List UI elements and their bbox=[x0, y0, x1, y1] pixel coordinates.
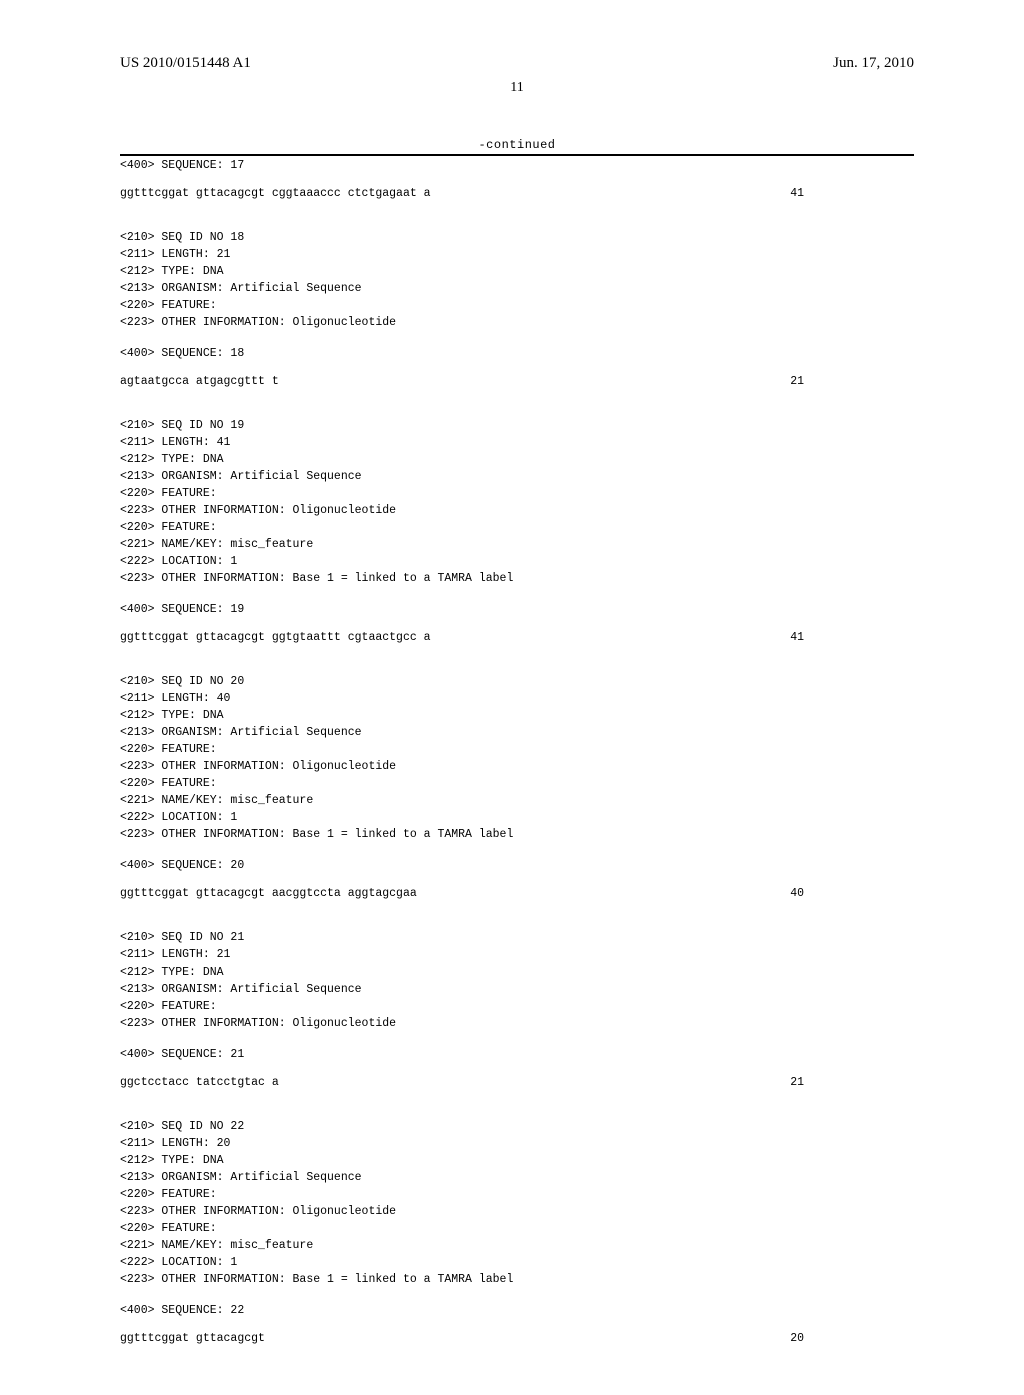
seq-meta-line: <211> LENGTH: 21 bbox=[120, 948, 914, 962]
seq-meta-line: <400> SEQUENCE: 17 bbox=[120, 159, 914, 173]
seq-meta-line: <211> LENGTH: 41 bbox=[120, 436, 914, 450]
seq-meta-line: <400> SEQUENCE: 19 bbox=[120, 603, 914, 617]
spacer bbox=[120, 900, 914, 928]
sequence-row: agtaatgcca atgagcgttt t 21 bbox=[120, 375, 914, 388]
sequence-row: ggtttcggat gttacagcgt cggtaaaccc ctctgag… bbox=[120, 187, 914, 200]
seq-meta-line: <213> ORGANISM: Artificial Sequence bbox=[120, 726, 914, 740]
seq-meta-line: <213> ORGANISM: Artificial Sequence bbox=[120, 1171, 914, 1185]
seq-meta-line: <400> SEQUENCE: 22 bbox=[120, 1304, 914, 1318]
sequence-length-number: 21 bbox=[790, 375, 914, 388]
seq-meta-line: <223> OTHER INFORMATION: Oligonucleotide bbox=[120, 1017, 914, 1031]
sequence-length-number: 20 bbox=[790, 1332, 914, 1345]
seq-meta-line: <221> NAME/KEY: misc_feature bbox=[120, 538, 914, 552]
seq-meta-line: <212> TYPE: DNA bbox=[120, 453, 914, 467]
sequence-row: ggtttcggat gttacagcgt 20 bbox=[120, 1332, 914, 1345]
seq-meta-line: <223> OTHER INFORMATION: Base 1 = linked… bbox=[120, 572, 914, 586]
seq-meta-line: <213> ORGANISM: Artificial Sequence bbox=[120, 470, 914, 484]
spacer bbox=[120, 1287, 914, 1301]
sequence-text: agtaatgcca atgagcgttt t bbox=[120, 375, 279, 388]
seq-meta-line: <212> TYPE: DNA bbox=[120, 1154, 914, 1168]
seq-meta-line: <213> ORGANISM: Artificial Sequence bbox=[120, 983, 914, 997]
spacer bbox=[120, 1062, 914, 1076]
sequence-text: ggtttcggat gttacagcgt cggtaaaccc ctctgag… bbox=[120, 187, 431, 200]
seq-meta-line: <220> FEATURE: bbox=[120, 777, 914, 791]
header-row: US 2010/0151448 A1 Jun. 17, 2010 bbox=[120, 55, 914, 72]
spacer bbox=[120, 617, 914, 631]
seq-meta-line: <210> SEQ ID NO 22 bbox=[120, 1120, 914, 1134]
sequence-text: ggtttcggat gttacagcgt ggtgtaattt cgtaact… bbox=[120, 631, 431, 644]
sequence-text: ggctcctacc tatcctgtac a bbox=[120, 1076, 279, 1089]
publication-date: Jun. 17, 2010 bbox=[833, 55, 914, 72]
seq-meta-line: <223> OTHER INFORMATION: Oligonucleotide bbox=[120, 760, 914, 774]
seq-meta-line: <222> LOCATION: 1 bbox=[120, 555, 914, 569]
continued-label: -continued bbox=[120, 138, 914, 152]
sequence-listing: <400> SEQUENCE: 17 ggtttcggat gttacagcgt … bbox=[120, 159, 914, 1345]
seq-meta-line: <223> OTHER INFORMATION: Base 1 = linked… bbox=[120, 828, 914, 842]
seq-meta-line: <211> LENGTH: 20 bbox=[120, 1137, 914, 1151]
spacer bbox=[120, 873, 914, 887]
divider-line bbox=[120, 154, 914, 156]
spacer bbox=[120, 330, 914, 344]
sequence-length-number: 41 bbox=[790, 187, 914, 200]
seq-meta-line: <210> SEQ ID NO 18 bbox=[120, 231, 914, 245]
sequence-length-number: 40 bbox=[790, 887, 914, 900]
seq-meta-line: <221> NAME/KEY: misc_feature bbox=[120, 794, 914, 808]
spacer bbox=[120, 173, 914, 187]
seq-meta-line: <211> LENGTH: 40 bbox=[120, 692, 914, 706]
seq-meta-line: <212> TYPE: DNA bbox=[120, 265, 914, 279]
seq-meta-line: <210> SEQ ID NO 21 bbox=[120, 931, 914, 945]
seq-meta-line: <223> OTHER INFORMATION: Oligonucleotide bbox=[120, 1205, 914, 1219]
sequence-row: ggtttcggat gttacagcgt aacggtccta aggtagc… bbox=[120, 887, 914, 900]
seq-meta-line: <220> FEATURE: bbox=[120, 1222, 914, 1236]
seq-meta-line: <212> TYPE: DNA bbox=[120, 966, 914, 980]
seq-meta-line: <221> NAME/KEY: misc_feature bbox=[120, 1239, 914, 1253]
seq-meta-line: <220> FEATURE: bbox=[120, 299, 914, 313]
seq-meta-line: <220> FEATURE: bbox=[120, 487, 914, 501]
sequence-length-number: 21 bbox=[790, 1076, 914, 1089]
seq-meta-line: <222> LOCATION: 1 bbox=[120, 811, 914, 825]
page-number: 11 bbox=[120, 80, 914, 96]
spacer bbox=[120, 644, 914, 672]
seq-meta-line: <220> FEATURE: bbox=[120, 743, 914, 757]
spacer bbox=[120, 1031, 914, 1045]
sequence-text: ggtttcggat gttacagcgt bbox=[120, 1332, 265, 1345]
seq-meta-line: <210> SEQ ID NO 20 bbox=[120, 675, 914, 689]
spacer bbox=[120, 361, 914, 375]
spacer bbox=[120, 842, 914, 856]
seq-meta-line: <223> OTHER INFORMATION: Oligonucleotide bbox=[120, 504, 914, 518]
seq-meta-line: <212> TYPE: DNA bbox=[120, 709, 914, 723]
seq-meta-line: <222> LOCATION: 1 bbox=[120, 1256, 914, 1270]
sequence-length-number: 41 bbox=[790, 631, 914, 644]
sequence-row: ggtttcggat gttacagcgt ggtgtaattt cgtaact… bbox=[120, 631, 914, 644]
seq-meta-line: <223> OTHER INFORMATION: Oligonucleotide bbox=[120, 316, 914, 330]
spacer bbox=[120, 388, 914, 416]
seq-meta-line: <223> OTHER INFORMATION: Base 1 = linked… bbox=[120, 1273, 914, 1287]
sequence-text: ggtttcggat gttacagcgt aacggtccta aggtagc… bbox=[120, 887, 417, 900]
seq-meta-line: <400> SEQUENCE: 20 bbox=[120, 859, 914, 873]
spacer bbox=[120, 1089, 914, 1117]
spacer bbox=[120, 200, 914, 228]
seq-meta-line: <220> FEATURE: bbox=[120, 1000, 914, 1014]
seq-meta-line: <400> SEQUENCE: 21 bbox=[120, 1048, 914, 1062]
seq-meta-line: <211> LENGTH: 21 bbox=[120, 248, 914, 262]
sequence-row: ggctcctacc tatcctgtac a 21 bbox=[120, 1076, 914, 1089]
publication-number: US 2010/0151448 A1 bbox=[120, 55, 251, 72]
seq-meta-line: <210> SEQ ID NO 19 bbox=[120, 419, 914, 433]
seq-meta-line: <400> SEQUENCE: 18 bbox=[120, 347, 914, 361]
spacer bbox=[120, 586, 914, 600]
seq-meta-line: <220> FEATURE: bbox=[120, 1188, 914, 1202]
seq-meta-line: <220> FEATURE: bbox=[120, 521, 914, 535]
seq-meta-line: <213> ORGANISM: Artificial Sequence bbox=[120, 282, 914, 296]
